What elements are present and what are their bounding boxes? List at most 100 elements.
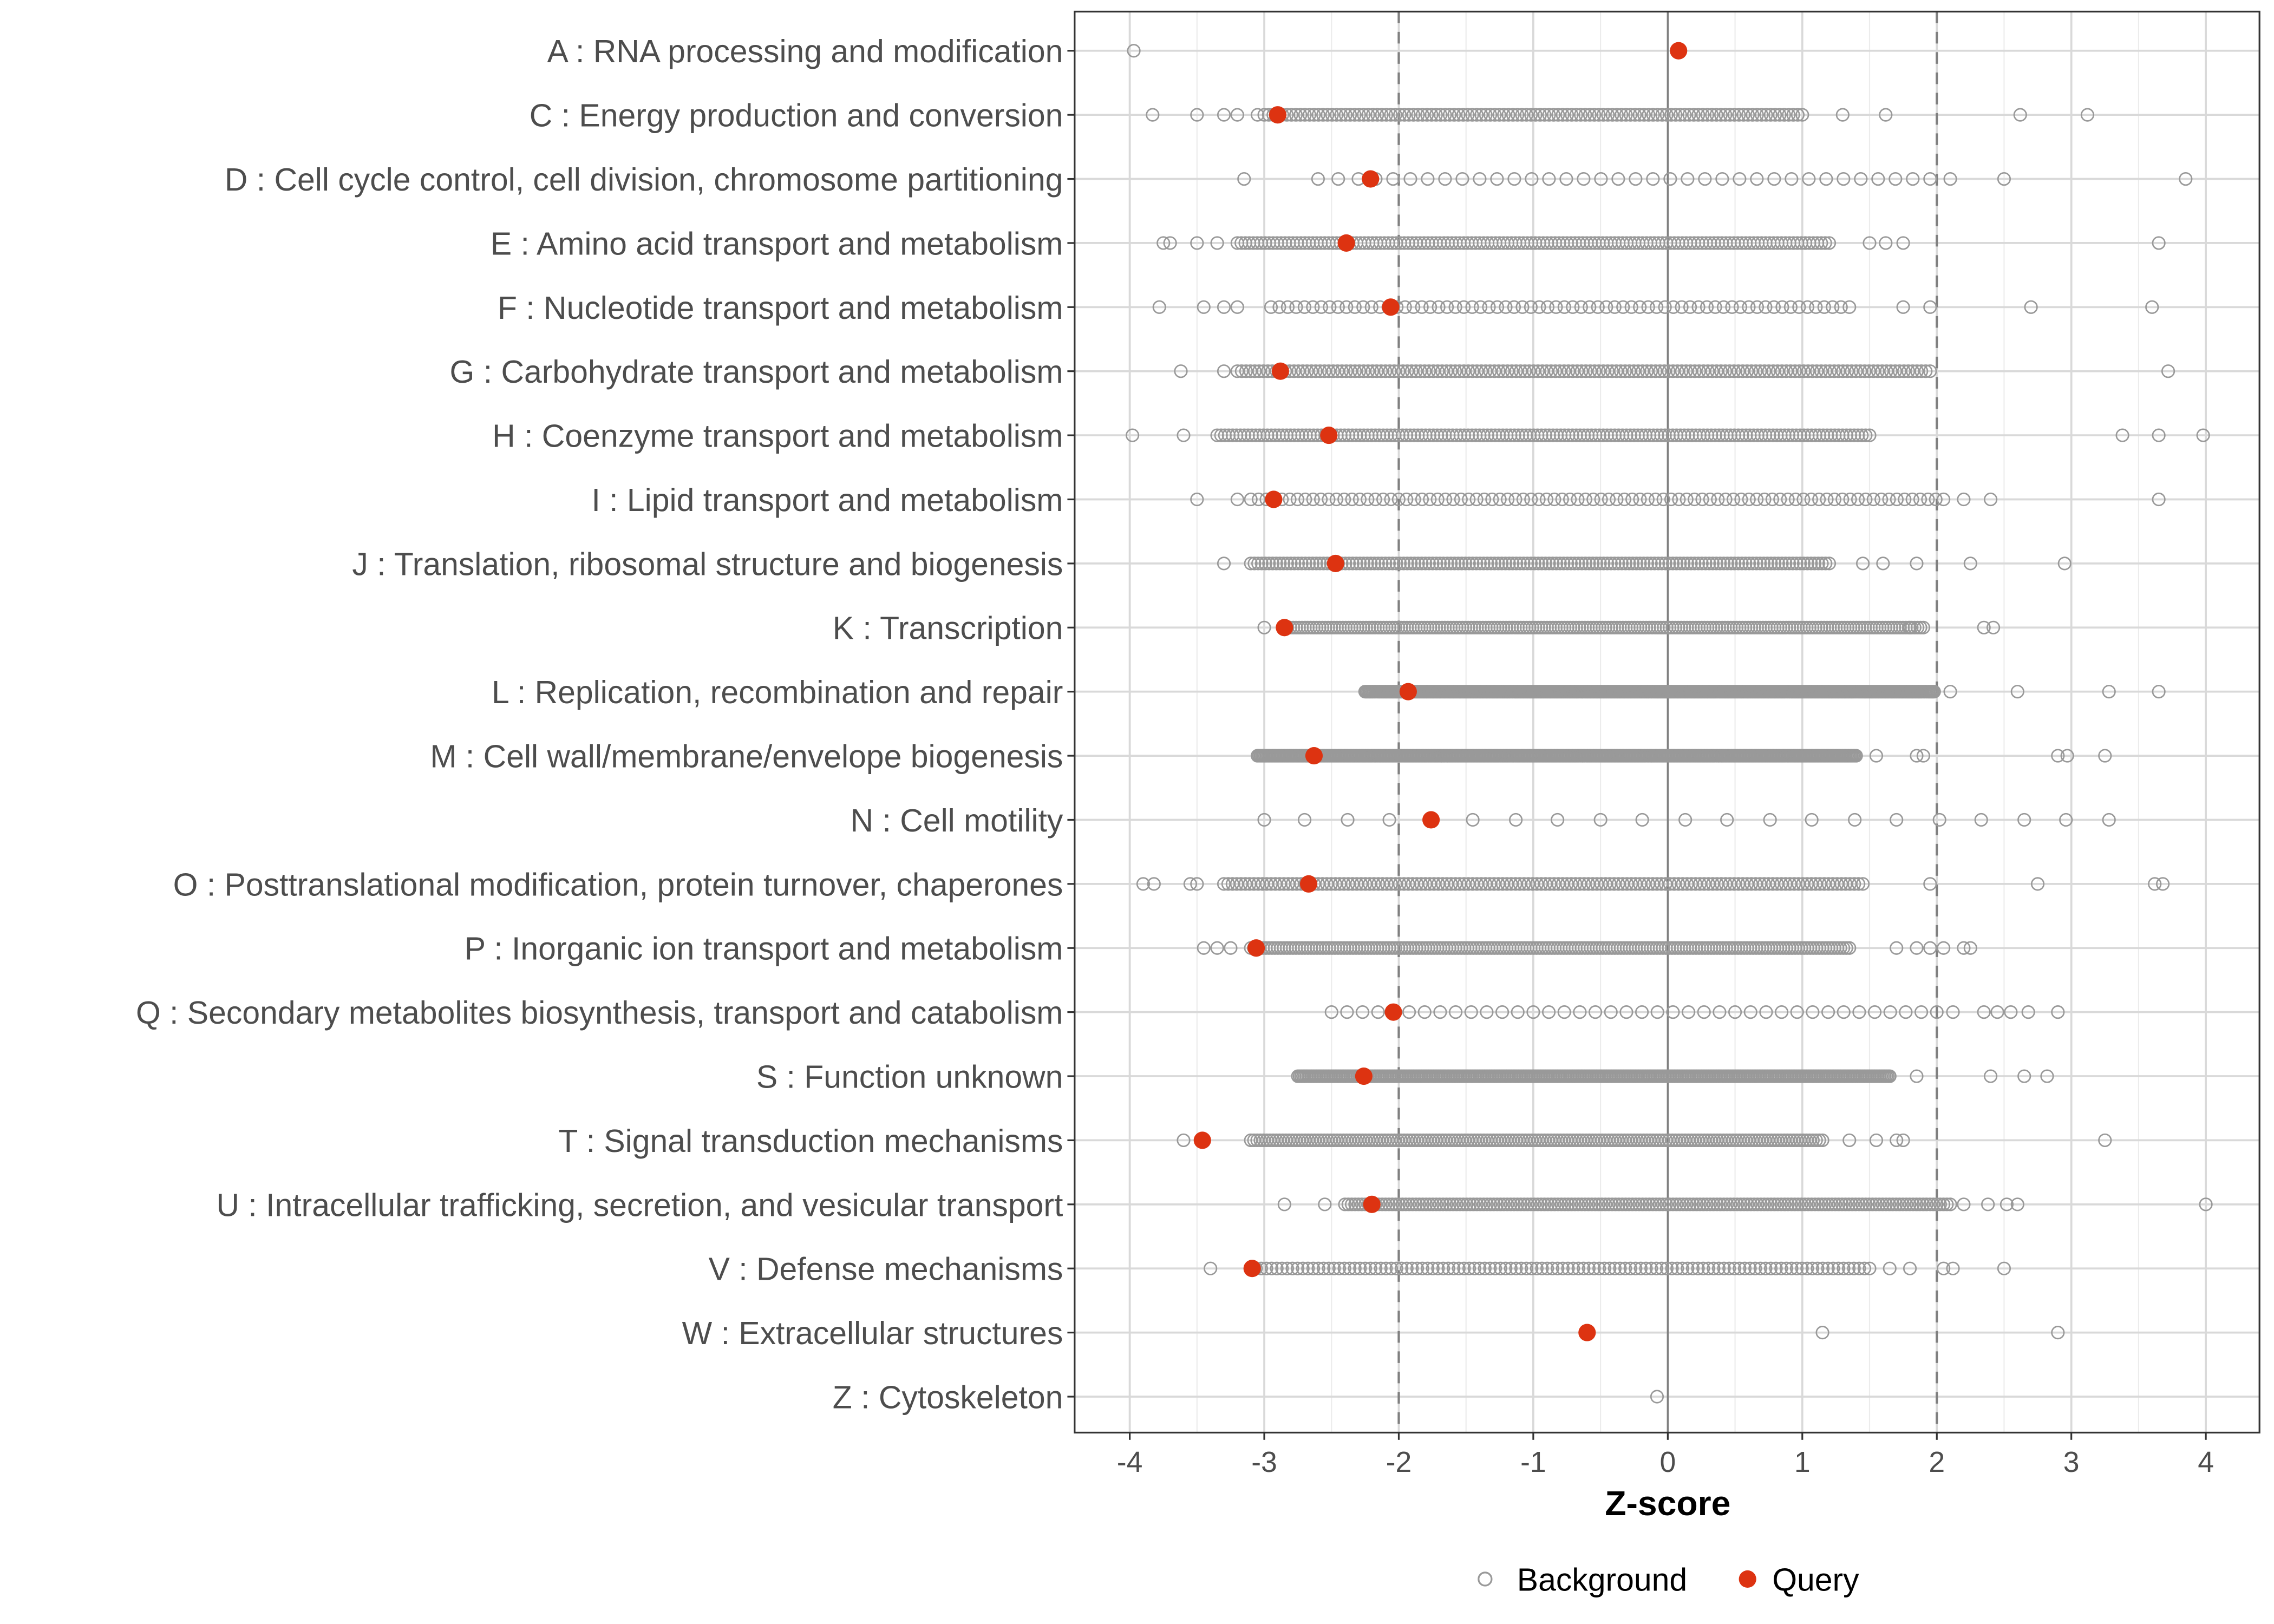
background-point <box>1789 556 1803 571</box>
background-point <box>1542 556 1556 571</box>
background-point <box>1923 300 1937 314</box>
background-point <box>1608 1261 1622 1275</box>
background-point <box>1796 492 1811 507</box>
background-point <box>1407 556 1422 571</box>
background-point <box>1589 556 1604 571</box>
background-point <box>1217 108 1231 122</box>
background-point <box>1818 236 1832 250</box>
background-point <box>2199 1197 2213 1212</box>
background-point <box>1393 556 1407 571</box>
background-point <box>1749 556 1763 571</box>
background-point <box>1722 1261 1736 1275</box>
background-point <box>1849 364 1863 378</box>
background-point <box>1262 556 1276 571</box>
background-point <box>1762 364 1776 378</box>
background-point <box>2051 1326 2065 1340</box>
background-point <box>2148 877 2162 891</box>
query-point <box>1422 811 1440 829</box>
background-point <box>1480 556 1494 571</box>
background-point <box>1827 364 1841 378</box>
background-point <box>1417 1005 1432 1019</box>
background-point <box>2051 749 2065 763</box>
background-point <box>1297 300 1311 314</box>
background-point <box>1800 556 1814 571</box>
background-point <box>1429 108 1443 122</box>
background-point <box>1730 1197 1744 1212</box>
background-point <box>1865 1197 1880 1212</box>
background-point <box>1648 556 1662 571</box>
background-point <box>1317 1261 1331 1275</box>
background-point <box>1551 1197 1565 1212</box>
background-point <box>1322 1261 1336 1275</box>
background-point <box>1368 556 1382 571</box>
background-point <box>1852 877 1866 891</box>
background-point <box>1636 1197 1650 1212</box>
background-point <box>1378 556 1393 571</box>
background-point <box>1407 300 1421 314</box>
background-point <box>1564 1197 1579 1212</box>
background-point <box>1532 492 1546 507</box>
background-point <box>1501 492 1515 507</box>
background-point <box>1343 364 1358 378</box>
background-point <box>1764 556 1778 571</box>
background-point <box>1298 108 1312 122</box>
background-point <box>1899 1197 1913 1212</box>
background-point <box>2115 428 2129 442</box>
background-point <box>1345 492 1359 507</box>
background-point <box>1574 364 1589 378</box>
background-point <box>1356 556 1371 571</box>
background-point <box>1622 364 1637 378</box>
background-point <box>1217 556 1231 571</box>
background-point <box>1743 1005 1757 1019</box>
query-point <box>1382 298 1400 316</box>
background-point <box>1796 556 1811 571</box>
background-point <box>1433 1197 1447 1212</box>
background-point <box>1457 1261 1471 1275</box>
background-point <box>1632 1197 1646 1212</box>
background-point <box>1812 492 1826 507</box>
background-point <box>1827 492 1841 507</box>
background-point <box>1646 172 1660 186</box>
background-point <box>1696 1261 1710 1275</box>
background-point <box>1974 813 1988 827</box>
background-point <box>1493 1197 1507 1212</box>
background-point <box>1798 1197 1812 1212</box>
category-label: L : Replication, recombination and repai… <box>492 675 1063 710</box>
background-point <box>1767 1197 1781 1212</box>
background-point <box>1842 1261 1856 1275</box>
background-point <box>1615 1197 1629 1212</box>
background-point <box>1650 300 1664 314</box>
background-point <box>1837 172 1851 186</box>
background-point <box>1554 1197 1569 1212</box>
background-point <box>1805 1261 1819 1275</box>
background-point <box>1583 364 1597 378</box>
background-point <box>1653 364 1667 378</box>
background-point <box>1884 364 1898 378</box>
background-point <box>1415 556 1429 571</box>
background-point <box>1916 620 1930 634</box>
background-point <box>1288 556 1302 571</box>
background-point <box>1713 1005 1727 1019</box>
background-point <box>2152 428 2166 442</box>
background-point <box>1404 364 1419 378</box>
background-point <box>1709 108 1723 122</box>
background-point <box>1487 1197 1501 1212</box>
background-point <box>1559 172 1573 186</box>
background-point <box>1775 364 1789 378</box>
background-point <box>1415 300 1429 314</box>
background-point <box>1272 300 1286 314</box>
background-point <box>1943 1197 1957 1212</box>
query-point <box>1299 875 1318 893</box>
background-point <box>1795 1261 1809 1275</box>
background-point <box>1361 364 1375 378</box>
background-point <box>1407 492 1421 507</box>
background-point <box>1696 108 1710 122</box>
background-point <box>1397 108 1412 122</box>
background-point <box>1376 492 1390 507</box>
background-point <box>1306 300 1320 314</box>
background-point <box>1515 108 1529 122</box>
background-point <box>1396 556 1410 571</box>
background-point <box>1583 300 1597 314</box>
background-point <box>1597 556 1611 571</box>
background-point <box>1567 556 1582 571</box>
